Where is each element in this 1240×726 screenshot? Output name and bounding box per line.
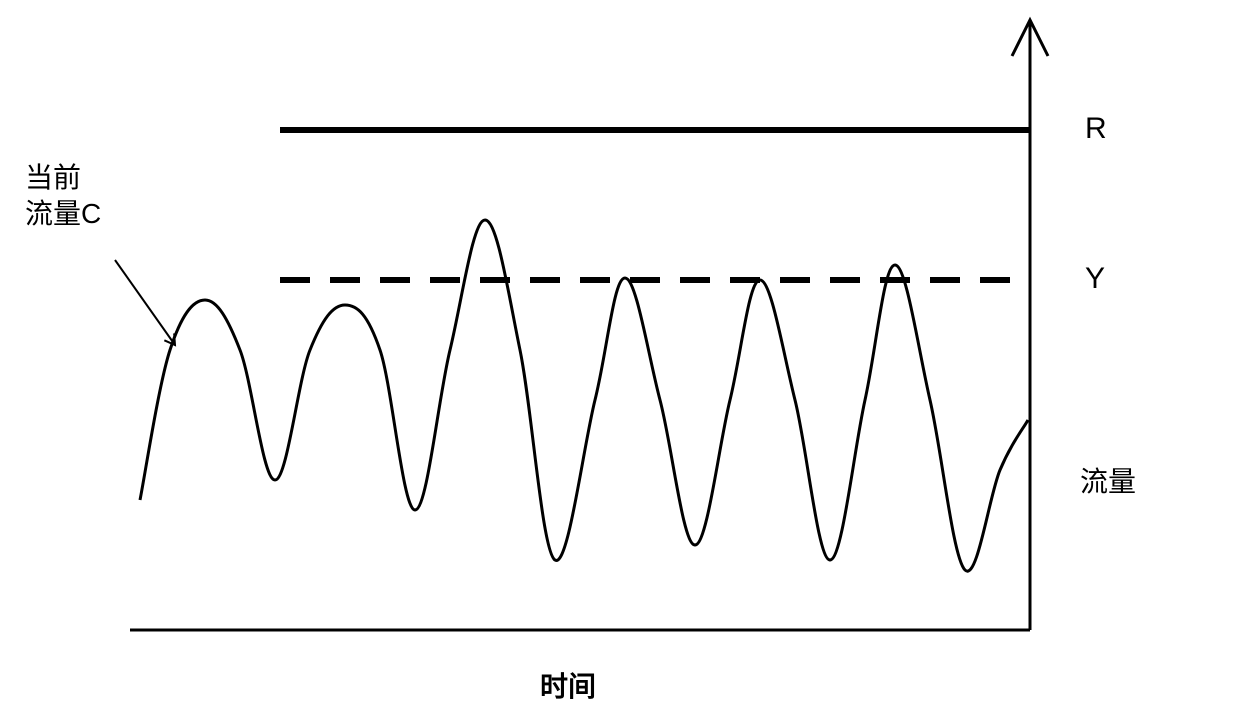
chart-svg (0, 0, 1240, 721)
y-axis-label: 流量 (1080, 460, 1136, 500)
x-axis-label-text: 时间 (540, 671, 596, 702)
threshold-r-label: R (1085, 112, 1107, 146)
flow-line-label: 当前 流量C (25, 160, 101, 233)
flow-line-label-line1: 当前 (25, 160, 101, 196)
threshold-y-text: Y (1085, 262, 1105, 295)
waveform-curve (140, 220, 1028, 571)
threshold-r-text: R (1085, 112, 1107, 145)
x-axis-label: 时间 (540, 665, 596, 705)
flow-label-pointer (115, 260, 175, 345)
flow-chart: R Y 流量 时间 当前 流量C (0, 0, 1240, 721)
y-axis-label-text: 流量 (1080, 466, 1136, 497)
threshold-y-label: Y (1085, 262, 1105, 296)
flow-line-label-line2: 流量C (25, 196, 101, 232)
